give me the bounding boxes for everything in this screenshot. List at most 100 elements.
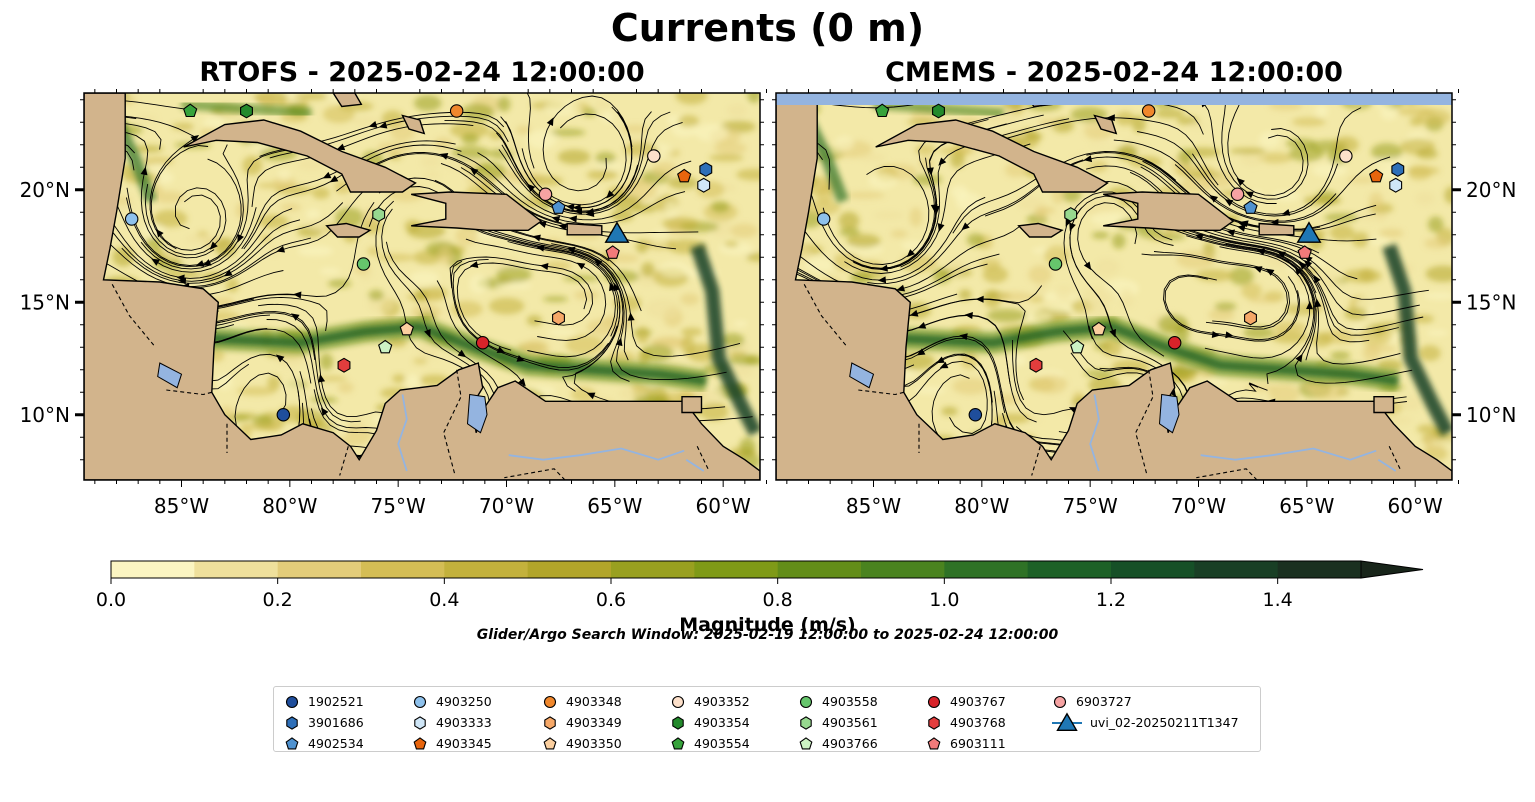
legend-marker-pentagon-icon (927, 736, 941, 749)
legend-marker-circle-icon (543, 695, 557, 708)
legend-marker-pentagon-icon (671, 736, 685, 749)
legend-item: 6903727 (1052, 691, 1239, 712)
legend-marker-circle-icon (413, 695, 427, 708)
marker-4903333 (1389, 177, 1403, 193)
marker-4903250 (124, 212, 139, 226)
y-tick-label: 15°N (1466, 290, 1516, 314)
land-jamaica (325, 222, 372, 238)
legend-label: 4903350 (566, 736, 622, 751)
legend-label: 4903349 (566, 715, 622, 730)
legend-item: 4903350 (542, 733, 622, 754)
panel-frame (775, 92, 1453, 481)
no-data-strip (776, 93, 1452, 105)
marker-4903348 (449, 104, 464, 118)
platform-markers (816, 103, 1405, 422)
colorbar-tick-label: 0.0 (96, 589, 126, 611)
colorbar-segment (527, 561, 612, 578)
legend-item: 6903111 (926, 733, 1006, 754)
colorbar-segment (277, 561, 362, 578)
marker-1902521 (968, 407, 983, 422)
land-bahamas-b (1093, 114, 1118, 135)
lake-nicaragua (849, 362, 875, 389)
colorbar-segment (861, 561, 945, 578)
colorbar-segment (444, 561, 529, 578)
marker-4903250 (816, 212, 831, 226)
marker-1902521 (276, 407, 291, 422)
legend-item: 4903348 (542, 691, 622, 712)
x-tick-label: 70°W (1171, 494, 1226, 518)
legend-marker-circle-icon (927, 695, 941, 708)
legend-item: 4903766 (798, 733, 878, 754)
legend-label: 4903250 (436, 694, 492, 709)
legend-marker-triangle-icon (1052, 711, 1082, 731)
legend-label: 4903554 (694, 736, 750, 751)
legend-marker-circle-icon (285, 695, 299, 708)
legend-label: 4903354 (694, 715, 750, 730)
land-trinidad (681, 396, 703, 414)
land-bahamas-a (332, 93, 363, 108)
marker-3901686 (1391, 162, 1405, 177)
legend-item: 4903333 (412, 712, 492, 733)
panel-title-rtofs: RTOFS - 2025-02-24 12:00:00 (199, 57, 645, 88)
legend-item: 1902521 (284, 691, 364, 712)
x-tick-label: 80°W (262, 494, 317, 518)
map-panel-cmems: 85°W 80°W 75°W 70°W 65°W 60°W 10°N 15°N 20°N (772, 89, 1516, 518)
marker-6903111 (605, 245, 620, 259)
colorbar-extend-arrow (1360, 560, 1424, 579)
marker-4903767 (475, 335, 490, 350)
marker-6903727 (1230, 187, 1245, 202)
land-hispaniola (1103, 191, 1235, 232)
colorbar-segment (777, 561, 862, 578)
legend-label: 4903767 (950, 694, 1006, 709)
axes-cmems: 85°W 80°W 75°W 70°W 65°W 60°W 10°N 15°N 20°N (772, 89, 1516, 518)
legend-item: 4903352 (670, 691, 750, 712)
colorbar: 0.0 0.2 0.4 0.6 0.8 1.0 1.2 1.4 (96, 560, 1424, 611)
marker-3901686 (699, 162, 713, 177)
colorbar-segment (694, 561, 779, 578)
map-panel-rtofs: 85°W 80°W 75°W 70°W 65°W 60°W 10°N 15°N 20°N (20, 89, 767, 518)
legend-item: 4903354 (670, 712, 750, 733)
marker-4903768 (337, 357, 351, 373)
legend-label: 4902534 (308, 736, 364, 751)
legend-marker-circle-icon (799, 695, 813, 708)
colorbar-segment (944, 561, 1029, 578)
figure-title: Currents (0 m) (610, 6, 925, 50)
legend-item: 4903349 (542, 712, 622, 733)
legend-item: 4903558 (798, 691, 878, 712)
legend-marker-circle-icon (1053, 695, 1067, 708)
land-puerto-rico (1258, 222, 1295, 236)
lake-maracaibo (466, 393, 488, 434)
colorbar-segment (1111, 561, 1195, 578)
colorbar-tick-label: 0.2 (263, 589, 293, 611)
marker-uvi_02-20250211T1347 (604, 221, 630, 243)
x-tick-label: 65°W (1279, 494, 1334, 518)
legend-item: 4903768 (926, 712, 1006, 733)
colorbar-segment (1194, 561, 1279, 578)
land-trinidad (1373, 396, 1395, 414)
legend-item: 4903345 (412, 733, 492, 754)
x-tick-label: 70°W (479, 494, 534, 518)
land (776, 93, 1452, 480)
marker-4903350 (399, 321, 414, 336)
lake-maracaibo (1158, 393, 1180, 434)
x-tick-label: 60°W (696, 494, 751, 518)
marker-6903111 (1297, 245, 1312, 259)
colorbar-segment (111, 561, 195, 578)
legend-marker-hexagon-icon (414, 715, 426, 730)
colorbar-tick-label: 0.6 (596, 589, 626, 611)
platform-markers (124, 103, 713, 422)
legend-label: 4903352 (694, 694, 750, 709)
marker-4903354 (932, 103, 945, 119)
y-tick-label: 10°N (1466, 403, 1516, 427)
land (84, 93, 760, 480)
land-hispaniola (411, 191, 543, 232)
legend-label: 3901686 (308, 715, 364, 730)
legend-label: 4903348 (566, 694, 622, 709)
marker-4902534 (551, 200, 566, 214)
marker-4903766 (1070, 339, 1085, 354)
x-tick-label: 85°W (846, 494, 901, 518)
x-tick-label: 80°W (954, 494, 1009, 518)
legend-item: 4902534 (284, 733, 364, 754)
marker-uvi_02-20250211T1347 (1296, 221, 1322, 243)
